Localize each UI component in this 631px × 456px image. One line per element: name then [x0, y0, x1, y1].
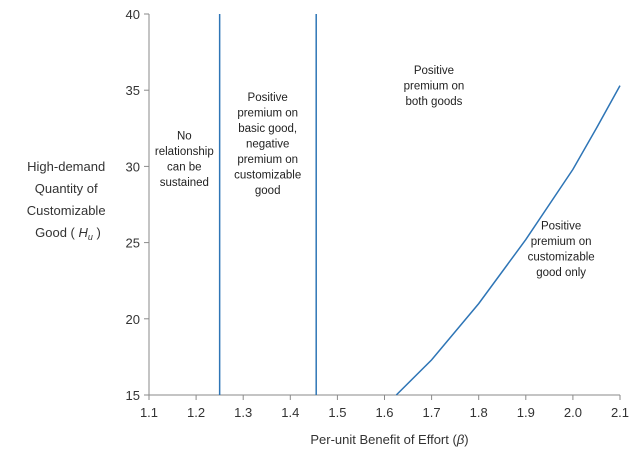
- region-label-line: customizable: [528, 251, 595, 263]
- x-tick-label: 1.2: [187, 405, 205, 420]
- region-label-line: premium on: [237, 108, 298, 120]
- x-tick-label: 2.0: [564, 405, 582, 420]
- region-labels: No relationship can be sustained Positive pre…: [155, 65, 595, 279]
- vertical-boundaries: [218, 14, 317, 395]
- x-ticks: 1.1 1.2 1.3 1.4 1.5 1.6 1.7 1.8 1.9 2.0 2.1: [140, 395, 629, 420]
- region-label-line: premium on: [237, 154, 298, 166]
- region-label-line: customizable: [234, 170, 301, 182]
- region-label: No relationship can be sustained: [155, 131, 214, 190]
- region-label-line: Positive: [248, 92, 288, 104]
- x-tick-label: 1.1: [140, 405, 158, 420]
- x-tick-label: 1.3: [234, 405, 252, 420]
- region-label-line: No: [177, 131, 192, 143]
- y-tick-label: 35: [126, 83, 140, 98]
- x-tick-label: 1.5: [328, 405, 346, 420]
- region-label-line: premium on: [531, 236, 592, 248]
- x-tick-label: 1.7: [423, 405, 441, 420]
- region-label: Positive premium on both goods: [404, 65, 465, 108]
- region-label-line: sustained: [160, 177, 209, 189]
- region-label-line: negative: [246, 139, 289, 151]
- series-line: [395, 85, 621, 396]
- region-label: Positive premium on basic good, negative pre…: [234, 92, 301, 197]
- region-label-line: Positive: [541, 220, 581, 232]
- region-label-line: relationship: [155, 146, 214, 158]
- y-tick-label: 20: [126, 312, 140, 327]
- region-label-line: both goods: [405, 96, 462, 108]
- region-label-line: can be: [167, 162, 202, 174]
- x-tick-label: 2.1: [611, 405, 629, 420]
- region-label-line: good only: [536, 267, 586, 279]
- region-label-line: Positive: [414, 65, 454, 77]
- y-ticks: 15 20 25 30 35 40: [126, 7, 149, 403]
- y-tick-label: 15: [126, 388, 140, 403]
- region-label-line: basic good,: [238, 123, 297, 135]
- region-label-line: premium on: [404, 81, 465, 93]
- region-label: Positive premium on customizable good only: [528, 220, 595, 279]
- region-label-line: good: [255, 185, 281, 197]
- y-tick-label: 30: [126, 159, 140, 174]
- x-tick-label: 1.8: [470, 405, 488, 420]
- x-axis-label: Per-unit Benefit of Effort (β): [310, 432, 468, 447]
- y-tick-label: 40: [126, 7, 140, 22]
- y-tick-label: 25: [126, 236, 140, 251]
- x-tick-label: 1.6: [375, 405, 393, 420]
- y-axis-label: High-demand Quantity of Customizable Goo…: [27, 159, 109, 242]
- x-tick-label: 1.9: [517, 405, 535, 420]
- x-tick-label: 1.4: [281, 405, 299, 420]
